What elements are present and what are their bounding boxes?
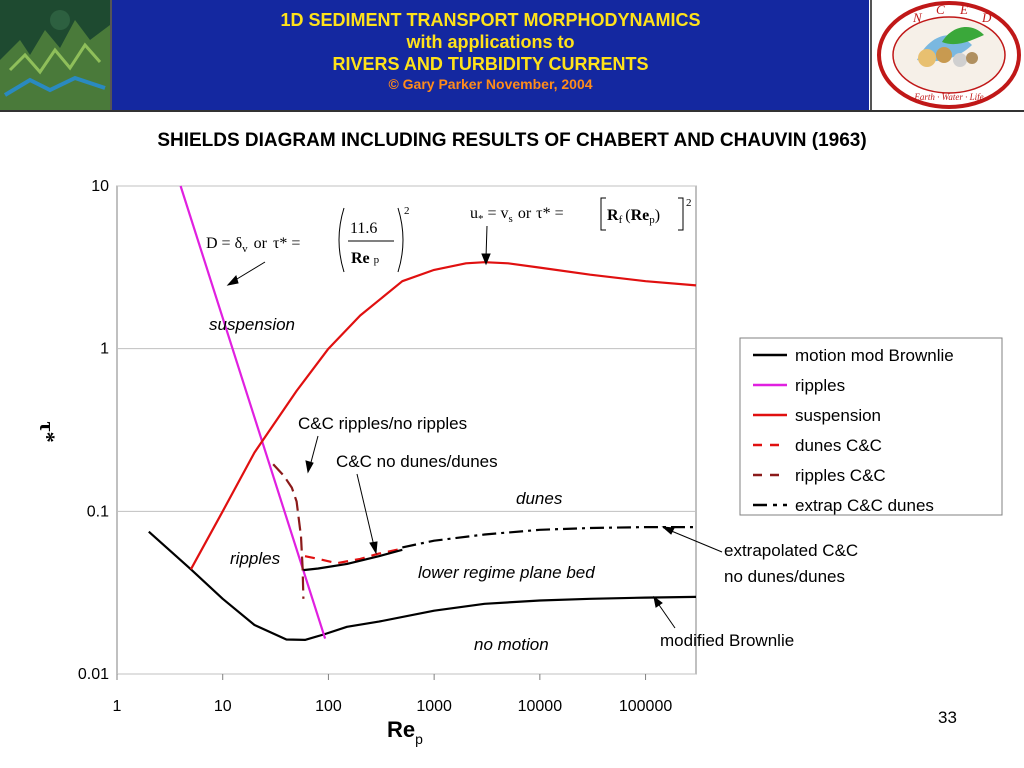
legend-label: suspension xyxy=(795,406,881,425)
arrow-eq-left xyxy=(231,261,266,283)
x-tick-label: 10000 xyxy=(518,698,563,715)
legend: motion mod Brownlie ripples suspension dune… xyxy=(739,337,1003,516)
slide-title: SHIELDS DIAGRAM INCLUDING RESULTS OF CHA… xyxy=(157,130,867,151)
eq-right-Re: Re xyxy=(631,207,650,224)
header-divider xyxy=(0,110,1024,112)
region-label-ripples: ripples xyxy=(230,549,281,568)
eq-left-den-sub: p xyxy=(374,254,380,266)
y-tick-label: 10 xyxy=(91,178,109,195)
logo-motto: Earth · Water · Life xyxy=(913,92,983,102)
series-group xyxy=(148,185,697,642)
y-tick-label: 1 xyxy=(100,341,109,358)
legend-label: extrap C&C dunes xyxy=(795,496,934,515)
y-tick-label: 0.1 xyxy=(87,503,109,520)
eq-left-numerator: 11.6 xyxy=(350,220,377,237)
legend-label: ripples xyxy=(795,376,845,395)
annotation-cc-dunes: C&C no dunes/dunes xyxy=(336,452,498,471)
legend-label: motion mod Brownlie xyxy=(795,346,954,365)
arrow-cc-dunes xyxy=(356,473,375,547)
plot-area xyxy=(116,185,697,675)
annotation-extrap-line-2: no dunes/dunes xyxy=(724,567,845,586)
annotation-extrap-line-1: extrapolated C&C xyxy=(724,541,858,560)
annotation-arrows xyxy=(226,225,723,629)
x-tick-label: 100000 xyxy=(619,698,672,715)
delta-satellite-image xyxy=(0,0,112,110)
header-line-3: RIVERS AND TURBIDITY CURRENTS xyxy=(332,54,649,74)
logo-letter-c: C xyxy=(936,2,945,17)
gridlines xyxy=(117,185,696,675)
y-axis: 0.01 0.1 1 10 xyxy=(78,178,109,683)
eq-left-tau: τ* = xyxy=(273,235,300,252)
series-line-motion-mod-brownlie xyxy=(148,530,697,642)
header-line-2: with applications to xyxy=(406,32,575,52)
eq-right-lhs-sub: * xyxy=(478,213,484,225)
eq-right-tau: τ* = xyxy=(536,205,563,222)
nced-logo-graphic: N C E D Earth · Water · Life xyxy=(877,1,1021,109)
x-tick-label: 1 xyxy=(113,698,122,715)
legend-label: ripples C&C xyxy=(795,466,886,485)
nced-logo: N C E D Earth · Water · Life xyxy=(870,0,1024,110)
series-line-brownlie-upper-branch xyxy=(303,548,403,572)
legend-box xyxy=(739,337,1003,516)
y-axis-label: τ* xyxy=(35,421,60,442)
page-number: 33 xyxy=(938,708,957,727)
region-label-suspension: suspension xyxy=(209,315,295,334)
eq-left-exponent: 2 xyxy=(404,205,410,217)
eq-right-Re-sub: p xyxy=(649,214,655,226)
eq-right-R: R xyxy=(607,207,619,224)
arrow-cc-ripples xyxy=(309,435,319,467)
eq-left-denominator: Re p xyxy=(351,250,380,267)
delta-satellite-image-graphic xyxy=(0,0,110,110)
logo-letter-n: N xyxy=(912,10,923,25)
arrow-extrap xyxy=(668,529,723,553)
header-banner: 1D SEDIMENT TRANSPORT MORPHODYNAMICS wit… xyxy=(0,0,1024,112)
eq-right-or: or xyxy=(518,205,532,222)
eq-left-lhs-sub: v xyxy=(242,243,248,255)
logo-letter-d: D xyxy=(981,10,992,25)
x-tick-label: 100 xyxy=(315,698,342,715)
arrow-mod-brownlie xyxy=(656,601,676,629)
equation-viscous-sublayer: D = δv or τ* = 11.6 Re p 2 xyxy=(206,205,410,273)
series-line-suspension xyxy=(189,261,697,570)
header-copyright: © Gary Parker November, 2004 xyxy=(388,76,593,92)
eq-right-eq-sub: s xyxy=(509,213,513,225)
region-label-lower-regime: lower regime plane bed xyxy=(418,563,595,582)
legend-label: dunes C&C xyxy=(795,436,882,455)
region-label-no-motion: no motion xyxy=(474,635,549,654)
arrow-eq-right xyxy=(485,225,488,259)
svg-text:Rf(Rep): Rf (Rep) xyxy=(607,207,660,226)
x-tick-label: 1000 xyxy=(416,698,452,715)
region-label-dunes: dunes xyxy=(516,489,563,508)
eq-right-exponent: 2 xyxy=(686,197,692,209)
header-title-block: 1D SEDIMENT TRANSPORT MORPHODYNAMICS wit… xyxy=(112,0,869,110)
series-line-ripples-c-c xyxy=(272,463,305,599)
equation-settling-velocity: u* = vs or τ* = Rf (Rep) 2 xyxy=(470,197,692,231)
series-line-ripples xyxy=(179,185,327,639)
eq-left-lhs: D = δ xyxy=(206,235,242,252)
x-axis-label: Rep xyxy=(387,717,423,747)
annotation-mod-brownlie: modified Brownlie xyxy=(660,631,794,650)
legend-items: motion mod Brownlie ripples suspension dune… xyxy=(753,346,954,515)
eq-right-eq: = v xyxy=(488,205,509,222)
y-tick-label: 0.01 xyxy=(78,666,109,683)
header-line-1: 1D SEDIMENT TRANSPORT MORPHODYNAMICS xyxy=(280,10,701,30)
annotation-cc-ripples: C&C ripples/no ripples xyxy=(298,414,467,433)
logo-letter-e: E xyxy=(959,2,968,17)
x-axis-label-sub: p xyxy=(415,731,423,747)
eq-left-or: or xyxy=(254,235,268,252)
series-line-extrap-c-c-dunes xyxy=(402,525,696,549)
eq-right-R-sub: f xyxy=(619,214,623,226)
x-axis: 1 10 100 1000 10000 100000 xyxy=(113,674,672,715)
x-tick-label: 10 xyxy=(214,698,232,715)
eq-right-lhs: u xyxy=(470,205,478,222)
